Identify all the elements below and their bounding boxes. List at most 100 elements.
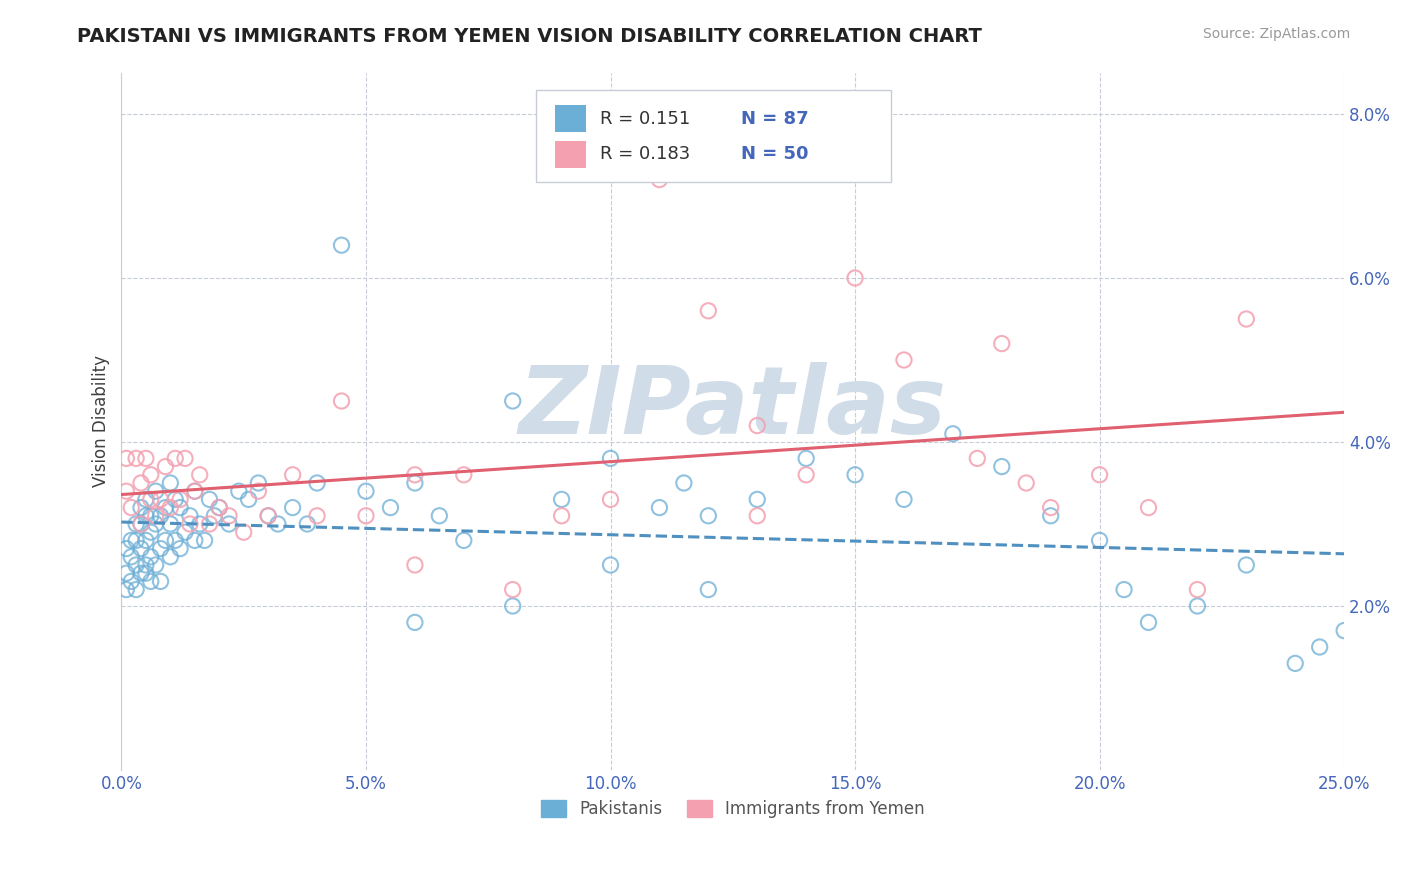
Point xyxy=(966,451,988,466)
Point xyxy=(145,508,167,523)
Point xyxy=(1187,599,1209,613)
Point xyxy=(198,492,221,507)
Point xyxy=(155,459,177,474)
Point xyxy=(1137,615,1160,630)
Point xyxy=(502,582,524,597)
Point xyxy=(208,500,231,515)
Point xyxy=(991,459,1014,474)
Point xyxy=(179,516,201,531)
Y-axis label: Vision Disability: Vision Disability xyxy=(93,356,110,488)
Text: ZIPatlas: ZIPatlas xyxy=(519,361,946,453)
Point xyxy=(1088,467,1111,482)
Point xyxy=(174,451,197,466)
Point xyxy=(120,574,142,589)
Point xyxy=(139,492,162,507)
Point xyxy=(159,475,181,490)
Legend: Pakistanis, Immigrants from Yemen: Pakistanis, Immigrants from Yemen xyxy=(534,793,932,824)
Text: N = 87: N = 87 xyxy=(741,110,808,128)
Point xyxy=(354,484,377,499)
Point xyxy=(380,500,402,515)
Point xyxy=(129,500,152,515)
Point xyxy=(648,172,671,186)
Point xyxy=(115,541,138,556)
Point xyxy=(145,484,167,499)
Point xyxy=(139,525,162,540)
Point xyxy=(135,533,157,548)
Point xyxy=(184,484,207,499)
Point xyxy=(893,492,915,507)
Point xyxy=(297,516,319,531)
Point xyxy=(844,467,866,482)
Point xyxy=(125,582,148,597)
Point xyxy=(599,492,621,507)
Point xyxy=(1137,500,1160,515)
Point xyxy=(599,558,621,572)
Point xyxy=(159,516,181,531)
Point xyxy=(942,426,965,441)
Text: N = 50: N = 50 xyxy=(741,145,808,163)
Point xyxy=(238,492,260,507)
Point xyxy=(1039,500,1062,515)
Point xyxy=(125,516,148,531)
Point xyxy=(1112,582,1135,597)
Point xyxy=(427,508,450,523)
Point xyxy=(453,467,475,482)
Point xyxy=(1234,312,1257,326)
Point xyxy=(330,238,353,252)
Point xyxy=(747,492,769,507)
Point xyxy=(169,500,191,515)
Point xyxy=(208,500,231,515)
Point xyxy=(165,533,187,548)
Point xyxy=(129,475,152,490)
Point xyxy=(257,508,280,523)
Point xyxy=(139,508,162,523)
Point xyxy=(159,549,181,564)
Point xyxy=(188,467,211,482)
Point xyxy=(169,541,191,556)
Point xyxy=(149,492,172,507)
Text: R = 0.151: R = 0.151 xyxy=(600,110,690,128)
Point xyxy=(1039,508,1062,523)
Point xyxy=(1309,640,1331,654)
Point xyxy=(232,525,254,540)
Point xyxy=(893,353,915,368)
Point xyxy=(165,492,187,507)
Point xyxy=(155,533,177,548)
Point xyxy=(120,549,142,564)
Point xyxy=(129,516,152,531)
Point xyxy=(149,541,172,556)
Point xyxy=(145,558,167,572)
Point xyxy=(115,566,138,581)
Text: Source: ZipAtlas.com: Source: ZipAtlas.com xyxy=(1202,27,1350,41)
Point xyxy=(179,508,201,523)
Point xyxy=(599,451,621,466)
Point xyxy=(135,492,157,507)
Point xyxy=(404,475,426,490)
Point xyxy=(747,508,769,523)
Point xyxy=(1234,558,1257,572)
Text: R = 0.183: R = 0.183 xyxy=(600,145,690,163)
Point xyxy=(218,516,240,531)
Point xyxy=(198,516,221,531)
Point xyxy=(672,475,695,490)
Point xyxy=(125,451,148,466)
Point xyxy=(218,508,240,523)
Point xyxy=(115,484,138,499)
Point xyxy=(257,508,280,523)
Text: PAKISTANI VS IMMIGRANTS FROM YEMEN VISION DISABILITY CORRELATION CHART: PAKISTANI VS IMMIGRANTS FROM YEMEN VISIO… xyxy=(77,27,983,45)
Point xyxy=(174,525,197,540)
Point xyxy=(129,541,152,556)
Point xyxy=(129,566,152,581)
Point xyxy=(155,500,177,515)
Point xyxy=(115,451,138,466)
Point xyxy=(697,303,720,318)
Point xyxy=(145,516,167,531)
Point xyxy=(125,533,148,548)
Point xyxy=(404,615,426,630)
Point xyxy=(697,508,720,523)
Point xyxy=(139,549,162,564)
Point xyxy=(648,500,671,515)
Point xyxy=(307,475,329,490)
Point xyxy=(502,394,524,409)
Point xyxy=(267,516,290,531)
